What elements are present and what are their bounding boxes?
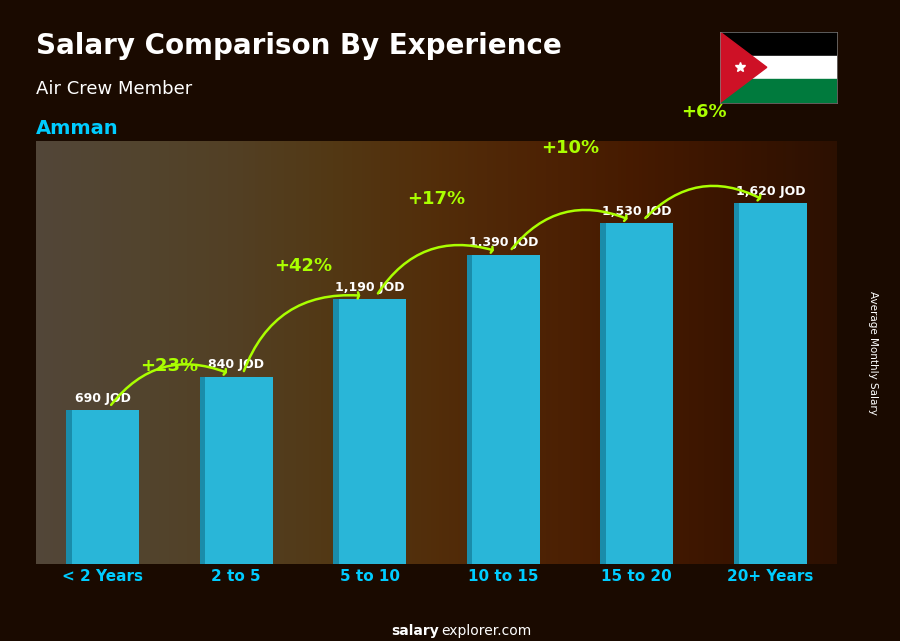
Text: +17%: +17% xyxy=(408,190,465,208)
Bar xyxy=(466,254,472,564)
Text: 840 JOD: 840 JOD xyxy=(208,358,265,372)
Text: +6%: +6% xyxy=(680,103,726,121)
Text: +42%: +42% xyxy=(274,256,332,274)
Text: 1,190 JOD: 1,190 JOD xyxy=(335,281,404,294)
Bar xyxy=(66,410,140,564)
Bar xyxy=(466,254,540,564)
Bar xyxy=(734,203,807,564)
Bar xyxy=(600,224,673,564)
Bar xyxy=(66,410,72,564)
Text: 1,620 JOD: 1,620 JOD xyxy=(735,185,805,198)
Text: explorer.com: explorer.com xyxy=(441,624,531,638)
Text: 1,530 JOD: 1,530 JOD xyxy=(602,205,671,218)
Text: Salary Comparison By Experience: Salary Comparison By Experience xyxy=(36,32,562,60)
Bar xyxy=(720,79,837,103)
Bar xyxy=(734,203,740,564)
Bar xyxy=(333,299,407,564)
Bar xyxy=(720,56,837,79)
Text: Amman: Amman xyxy=(36,119,119,138)
Bar xyxy=(333,299,339,564)
Text: salary: salary xyxy=(392,624,439,638)
Text: +10%: +10% xyxy=(541,138,599,156)
Bar xyxy=(600,224,606,564)
Bar xyxy=(200,377,273,564)
Bar xyxy=(720,32,837,56)
Text: 690 JOD: 690 JOD xyxy=(75,392,130,405)
Text: 1,390 JOD: 1,390 JOD xyxy=(469,236,538,249)
Bar xyxy=(200,377,205,564)
Text: Average Monthly Salary: Average Monthly Salary xyxy=(868,290,878,415)
Polygon shape xyxy=(720,32,767,103)
Text: Air Crew Member: Air Crew Member xyxy=(36,80,193,98)
Text: +23%: +23% xyxy=(140,357,199,375)
